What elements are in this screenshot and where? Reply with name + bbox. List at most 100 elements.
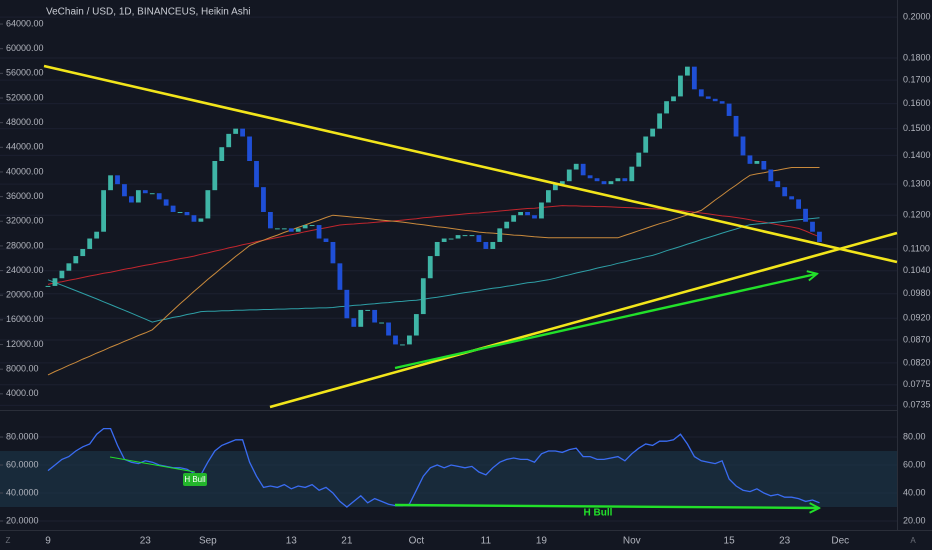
y2-tick-label: 40000.00: [6, 166, 44, 176]
candle: [87, 238, 93, 249]
y2-tick-label: 4000.00: [6, 388, 39, 398]
candle: [817, 231, 822, 242]
candle: [754, 161, 760, 164]
candle: [420, 278, 426, 315]
candle: [205, 190, 211, 219]
rsi-band: [0, 451, 897, 508]
candle: [441, 238, 447, 242]
rsi-left-tick-label: 40.0000: [6, 487, 39, 497]
rsi-tick-label: 40.00: [903, 487, 926, 497]
candle: [115, 175, 120, 185]
y-tick-label: 0.0980: [903, 288, 931, 298]
x-tick-label: 23: [779, 536, 791, 547]
candle: [552, 184, 558, 191]
candle: [810, 221, 815, 232]
candle: [698, 89, 704, 97]
candle: [587, 175, 593, 179]
candle: [566, 169, 572, 182]
candle: [344, 289, 350, 319]
candle: [796, 199, 801, 209]
candle: [281, 228, 287, 230]
candle: [302, 225, 308, 229]
candle: [678, 75, 683, 97]
candle: [323, 238, 329, 242]
candle: [274, 228, 280, 230]
y-tick-label: 0.1700: [903, 74, 931, 84]
candle: [198, 218, 204, 222]
candle: [525, 211, 530, 216]
candle: [705, 96, 711, 99]
x-tick-label: 11: [481, 536, 492, 547]
candle: [365, 309, 371, 311]
candle: [351, 318, 357, 327]
y-tick-label: 0.1400: [903, 150, 931, 160]
corner-label: A: [910, 536, 916, 545]
y-tick-label: 0.0920: [903, 313, 931, 323]
moving-average: [47, 205, 820, 285]
candle: [490, 241, 496, 249]
rsi-left-tick-label: 60.0000: [6, 459, 39, 469]
y2-tick-label: 48000.00: [6, 117, 44, 127]
candle: [393, 335, 398, 345]
y2-tick-label: 44000.00: [6, 142, 44, 152]
candle: [379, 322, 384, 324]
candle: [629, 166, 635, 182]
y-tick-label: 0.1100: [903, 243, 930, 253]
candle: [768, 169, 774, 182]
rsi-bull-line: [109, 456, 196, 473]
y2-tick-label: 56000.00: [6, 68, 44, 78]
candle: [497, 228, 503, 242]
pane-separator: [0, 410, 897, 411]
chart-title: VeChain / USD, 1D, BINANCEUS, Heikin Ash…: [46, 7, 251, 18]
annotation: H Bull: [584, 508, 613, 519]
y2-tick-label: 12000.00: [6, 339, 44, 349]
y-tick-label: 0.1300: [903, 179, 931, 189]
candle: [539, 202, 544, 219]
candle: [226, 133, 232, 148]
candle: [177, 211, 183, 213]
candle: [254, 161, 259, 188]
rsi-left-tick-label: 80.0000: [6, 431, 39, 441]
candle: [358, 309, 364, 327]
candle: [247, 136, 252, 162]
candle: [462, 235, 468, 237]
candle: [163, 199, 169, 206]
candle: [782, 187, 788, 197]
candle: [101, 190, 106, 232]
y-tick-label: 0.1040: [903, 265, 931, 275]
candle: [413, 314, 419, 336]
candle: [191, 215, 197, 222]
candle: [94, 231, 100, 239]
y2-tick-label: 36000.00: [6, 191, 44, 201]
candle: [330, 241, 336, 264]
candle: [434, 241, 440, 257]
x-tick-label: Dec: [831, 536, 849, 547]
candle: [135, 190, 141, 203]
candle: [622, 178, 628, 182]
candle: [309, 225, 315, 227]
candle: [386, 322, 391, 336]
y2-tick-label: 16000.00: [6, 314, 44, 324]
candle: [129, 196, 134, 203]
trendlines: [43, 64, 898, 508]
candle: [233, 128, 239, 134]
candle: [149, 193, 155, 195]
candle: [712, 98, 718, 102]
x-tick-label: 19: [536, 536, 548, 547]
candle: [268, 211, 273, 229]
candle: [372, 309, 378, 323]
support-line: [269, 231, 898, 409]
candle: [601, 181, 607, 185]
y2-tick-label: 64000.00: [6, 18, 44, 28]
y-tick-label: 0.1600: [903, 98, 931, 108]
candle: [594, 178, 600, 182]
candle: [156, 193, 162, 200]
candle: [316, 225, 322, 239]
candle: [455, 235, 461, 239]
candle: [142, 190, 148, 194]
candle: [448, 238, 454, 240]
y-tick-label: 0.0735: [903, 400, 931, 410]
y-tick-label: 0.0775: [903, 379, 931, 389]
y-tick-label: 0.1500: [903, 123, 931, 133]
